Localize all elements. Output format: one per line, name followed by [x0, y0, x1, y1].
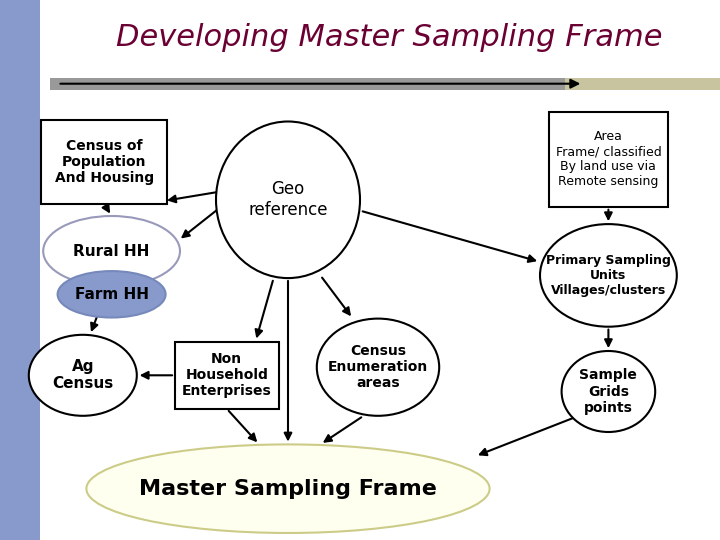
Text: Census of
Population
And Housing: Census of Population And Housing — [55, 139, 154, 185]
Ellipse shape — [317, 319, 439, 416]
Ellipse shape — [43, 216, 180, 286]
Bar — [42, 120, 167, 204]
Bar — [0, 0, 40, 540]
Ellipse shape — [216, 122, 360, 278]
Text: Area
Frame/ classified
By land use via
Remote sensing: Area Frame/ classified By land use via R… — [556, 130, 661, 188]
Text: Farm HH: Farm HH — [75, 287, 148, 302]
Bar — [565, 78, 720, 90]
Text: Geo
reference: Geo reference — [248, 180, 328, 219]
Ellipse shape — [58, 271, 166, 318]
Text: Non
Household
Enterprises: Non Household Enterprises — [182, 352, 271, 399]
Ellipse shape — [540, 224, 677, 327]
Text: Rural HH: Rural HH — [73, 244, 150, 259]
Text: Ag
Census: Ag Census — [52, 359, 114, 392]
Ellipse shape — [29, 335, 137, 416]
Bar — [549, 112, 668, 206]
Ellipse shape — [562, 351, 655, 432]
Text: Sample
Grids
points: Sample Grids points — [580, 368, 637, 415]
Text: Primary Sampling
Units
Villages/clusters: Primary Sampling Units Villages/clusters — [546, 254, 671, 297]
Text: Developing Master Sampling Frame: Developing Master Sampling Frame — [115, 23, 662, 52]
Bar — [174, 342, 279, 409]
Text: Master Sampling Frame: Master Sampling Frame — [139, 478, 437, 499]
Text: Census
Enumeration
areas: Census Enumeration areas — [328, 344, 428, 390]
Bar — [50, 78, 590, 90]
Ellipse shape — [86, 444, 490, 533]
